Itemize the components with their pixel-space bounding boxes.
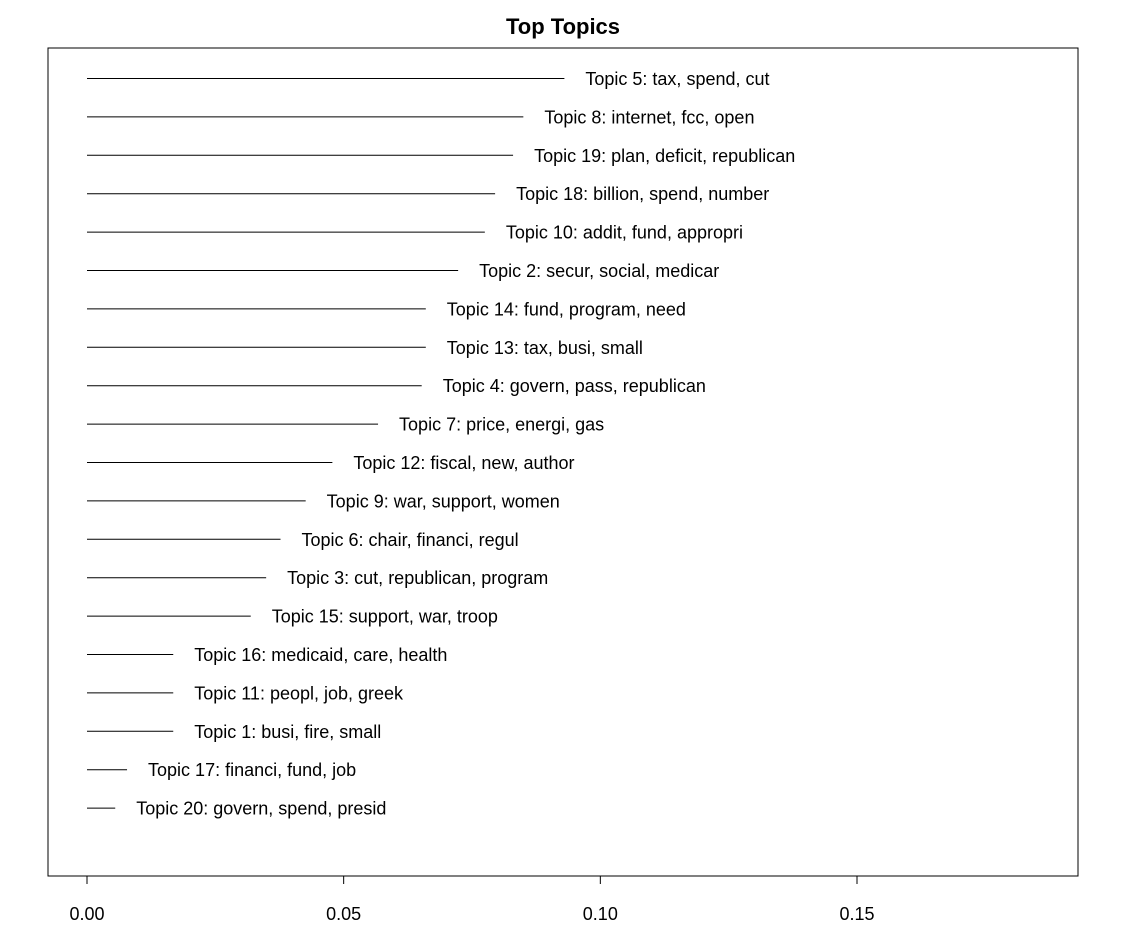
topic-label: Topic 14: fund, program, need — [447, 299, 686, 319]
topic-label: Topic 7: price, energi, gas — [399, 415, 604, 435]
topic-label: Topic 17: financi, fund, job — [148, 760, 356, 780]
topic-label: Topic 8: internet, fcc, open — [544, 107, 754, 127]
topic-label: Topic 16: medicaid, care, health — [194, 645, 447, 665]
x-axis: 0.00 0.05 0.10 0.15 — [69, 875, 875, 924]
topic-label: Topic 2: secur, social, medicar — [479, 261, 719, 281]
x-tick-label: 0.00 — [69, 904, 104, 924]
topic-label: Topic 15: support, war, troop — [272, 607, 498, 627]
topic-label: Topic 6: chair, financi, regul — [302, 530, 519, 550]
topic-label: Topic 20: govern, spend, presid — [136, 799, 386, 819]
x-tick-label: 0.05 — [326, 904, 361, 924]
topic-label: Topic 1: busi, fire, small — [194, 722, 381, 742]
x-tick-label: 0.15 — [839, 904, 874, 924]
topic-label: Topic 4: govern, pass, republican — [443, 376, 706, 396]
topic-label: Topic 9: war, support, women — [327, 491, 560, 511]
topic-labels: Topic 5: tax, spend, cut Topic 8: interne… — [136, 69, 795, 819]
topic-label: Topic 11: peopl, job, greek — [194, 683, 404, 703]
topic-segments — [87, 78, 565, 809]
topic-label: Topic 3: cut, republican, program — [287, 568, 548, 588]
topic-label: Topic 19: plan, deficit, republican — [534, 146, 795, 166]
topic-label: Topic 10: addit, fund, appropri — [506, 223, 743, 243]
topic-label: Topic 5: tax, spend, cut — [585, 69, 769, 89]
x-tick-label: 0.10 — [583, 904, 618, 924]
chart-title: Top Topics — [506, 14, 620, 39]
topic-label: Topic 13: tax, busi, small — [447, 338, 643, 358]
topic-label: Topic 18: billion, spend, number — [516, 184, 769, 204]
topic-label: Topic 12: fiscal, new, author — [353, 453, 574, 473]
